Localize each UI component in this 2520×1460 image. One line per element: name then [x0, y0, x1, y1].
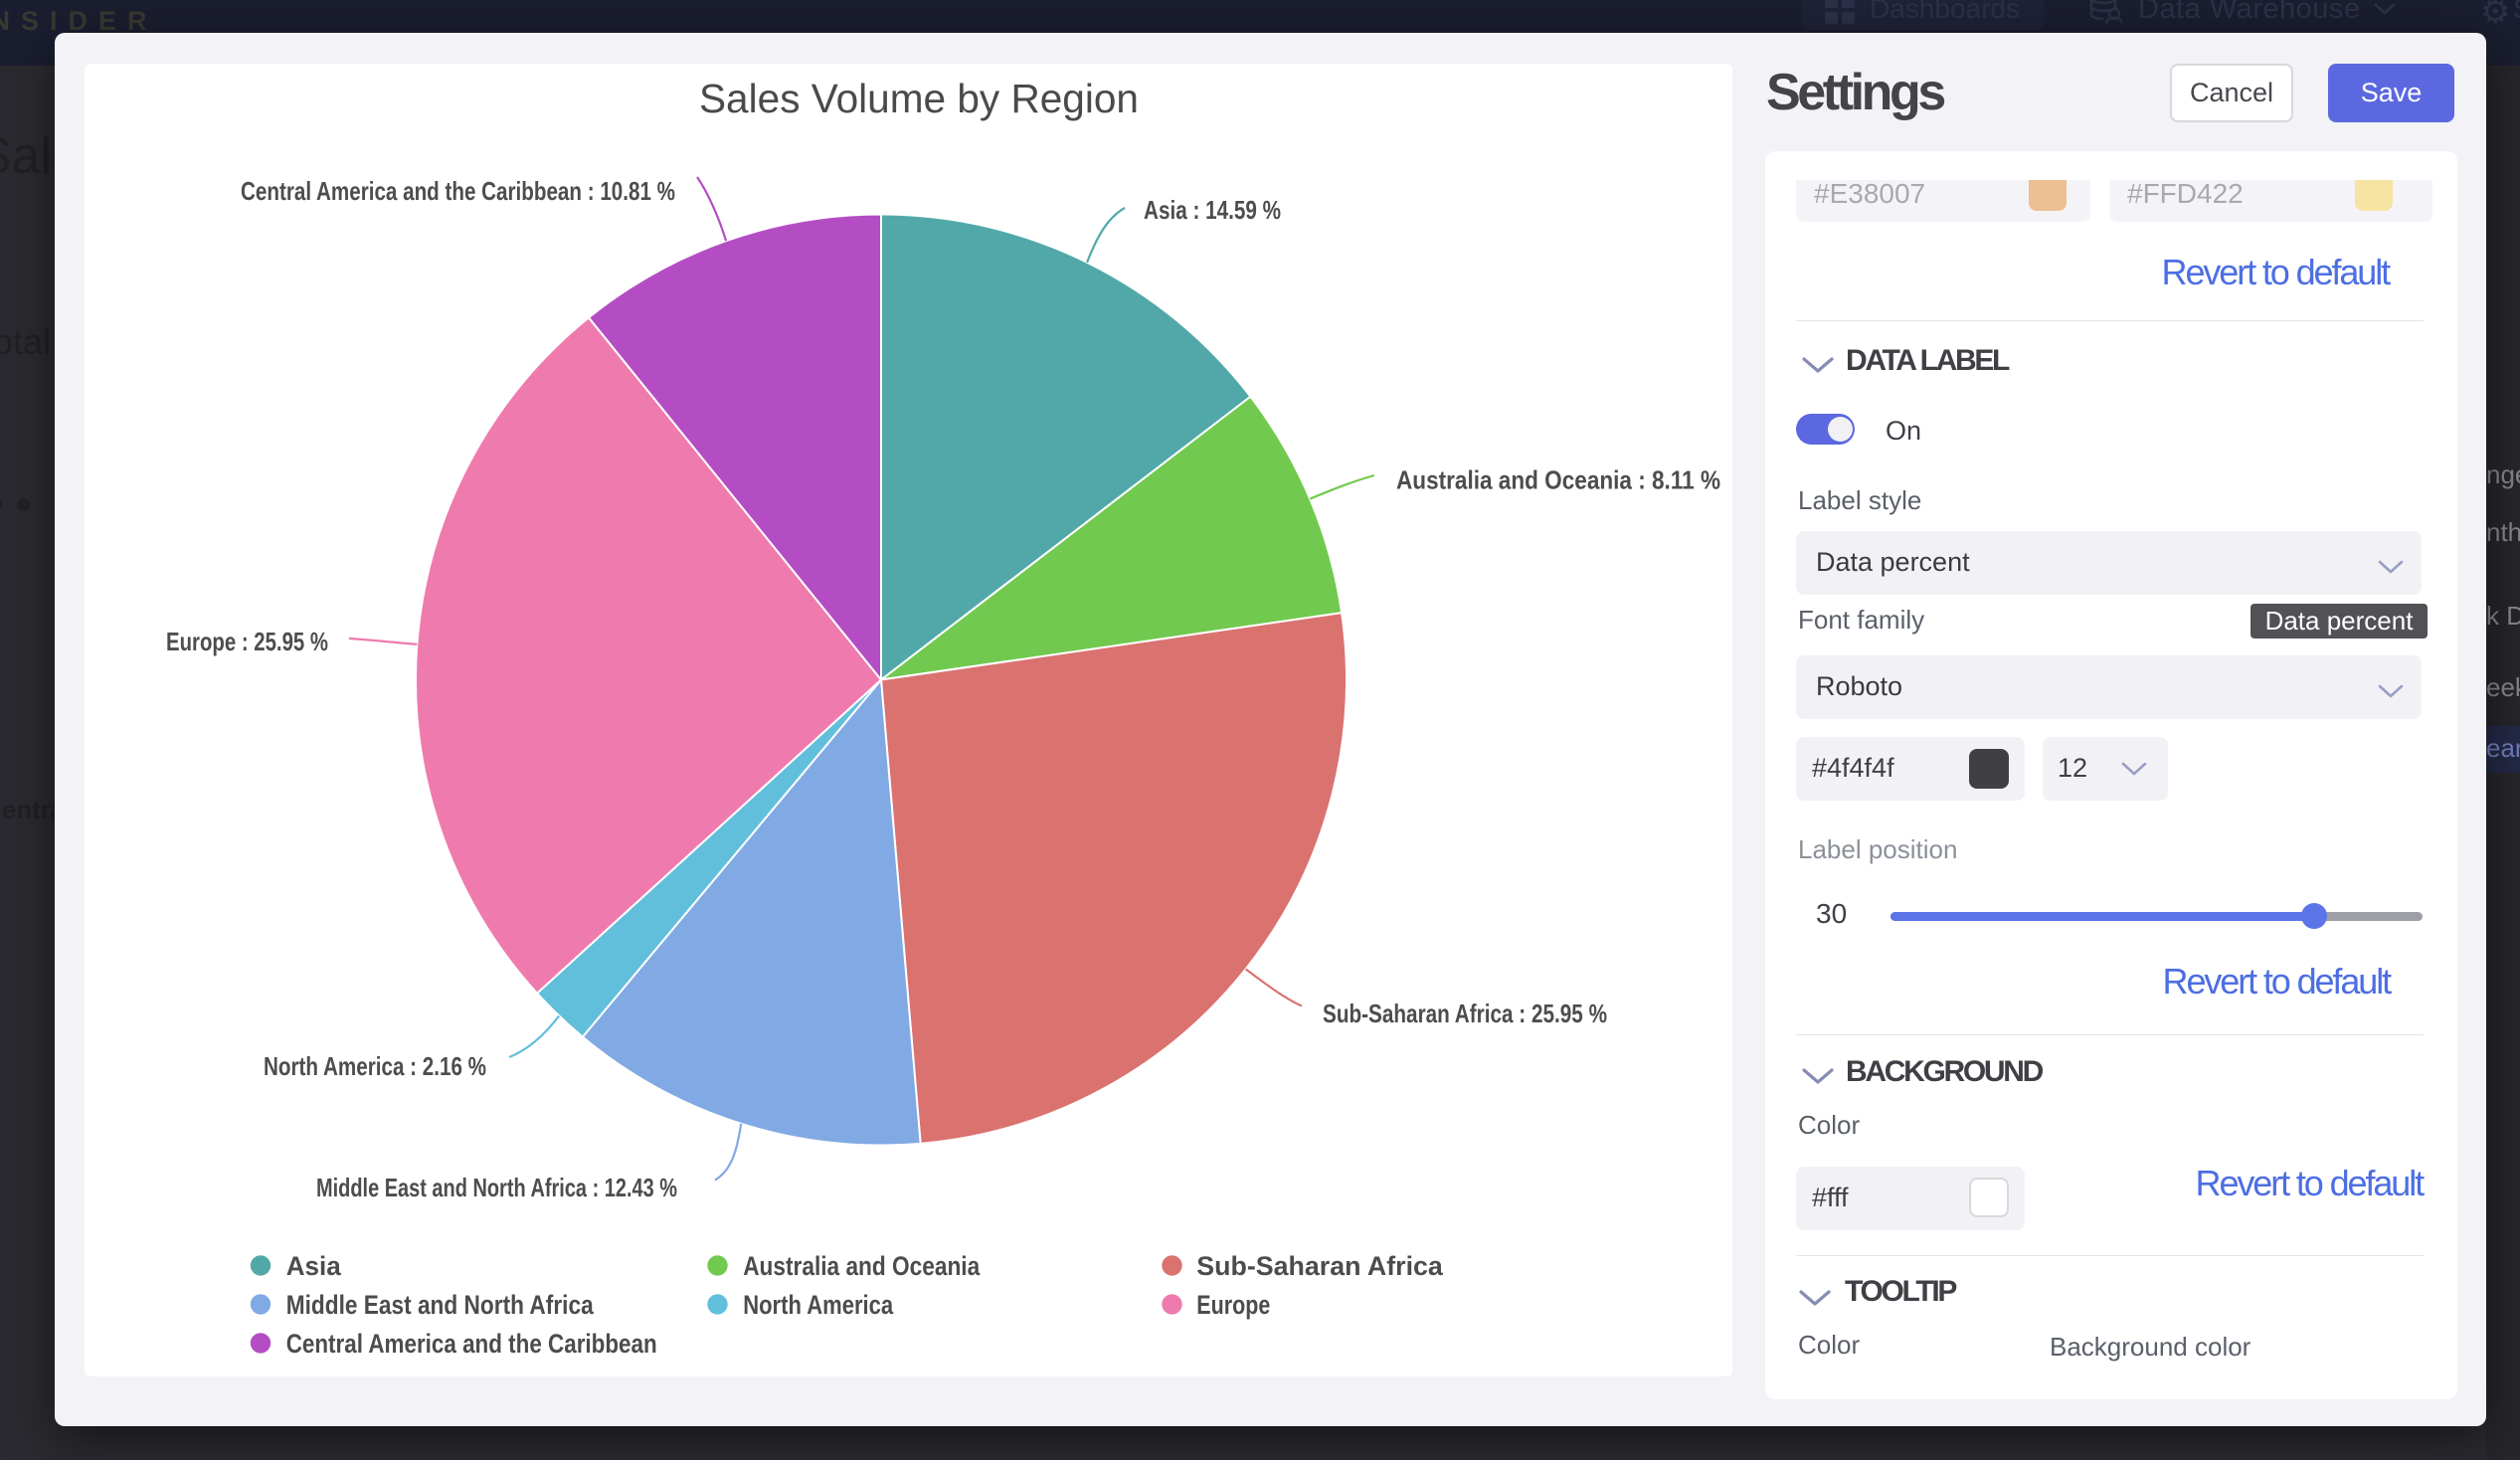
svg-text:Central America and the Caribb: Central America and the Caribbean : 10.8…	[241, 176, 675, 206]
svg-text:Europe : 25.95 %: Europe : 25.95 %	[166, 627, 328, 656]
svg-text:Asia : 14.59 %: Asia : 14.59 %	[1144, 195, 1281, 225]
svg-text:Australia and Oceania : 8.11 %: Australia and Oceania : 8.11 %	[1396, 465, 1720, 495]
svg-text:Sub-Saharan Africa: Sub-Saharan Africa	[1196, 1251, 1443, 1281]
svg-text:Europe: Europe	[1196, 1290, 1270, 1320]
svg-text:Asia: Asia	[286, 1251, 342, 1281]
svg-text:Sub-Saharan Africa : 25.95 %: Sub-Saharan Africa : 25.95 %	[1323, 999, 1607, 1028]
svg-text:Middle East and North Africa :: Middle East and North Africa : 12.43 %	[316, 1173, 677, 1202]
svg-text:Sales Volume by Region: Sales Volume by Region	[699, 76, 1139, 121]
svg-text:North America : 2.16 %: North America : 2.16 %	[264, 1051, 486, 1081]
svg-text:Central America and the Caribb: Central America and the Caribbean	[286, 1329, 657, 1359]
svg-text:Australia and Oceania: Australia and Oceania	[743, 1251, 981, 1281]
svg-text:Middle East and North Africa: Middle East and North Africa	[286, 1290, 595, 1320]
svg-text:North America: North America	[743, 1290, 894, 1320]
